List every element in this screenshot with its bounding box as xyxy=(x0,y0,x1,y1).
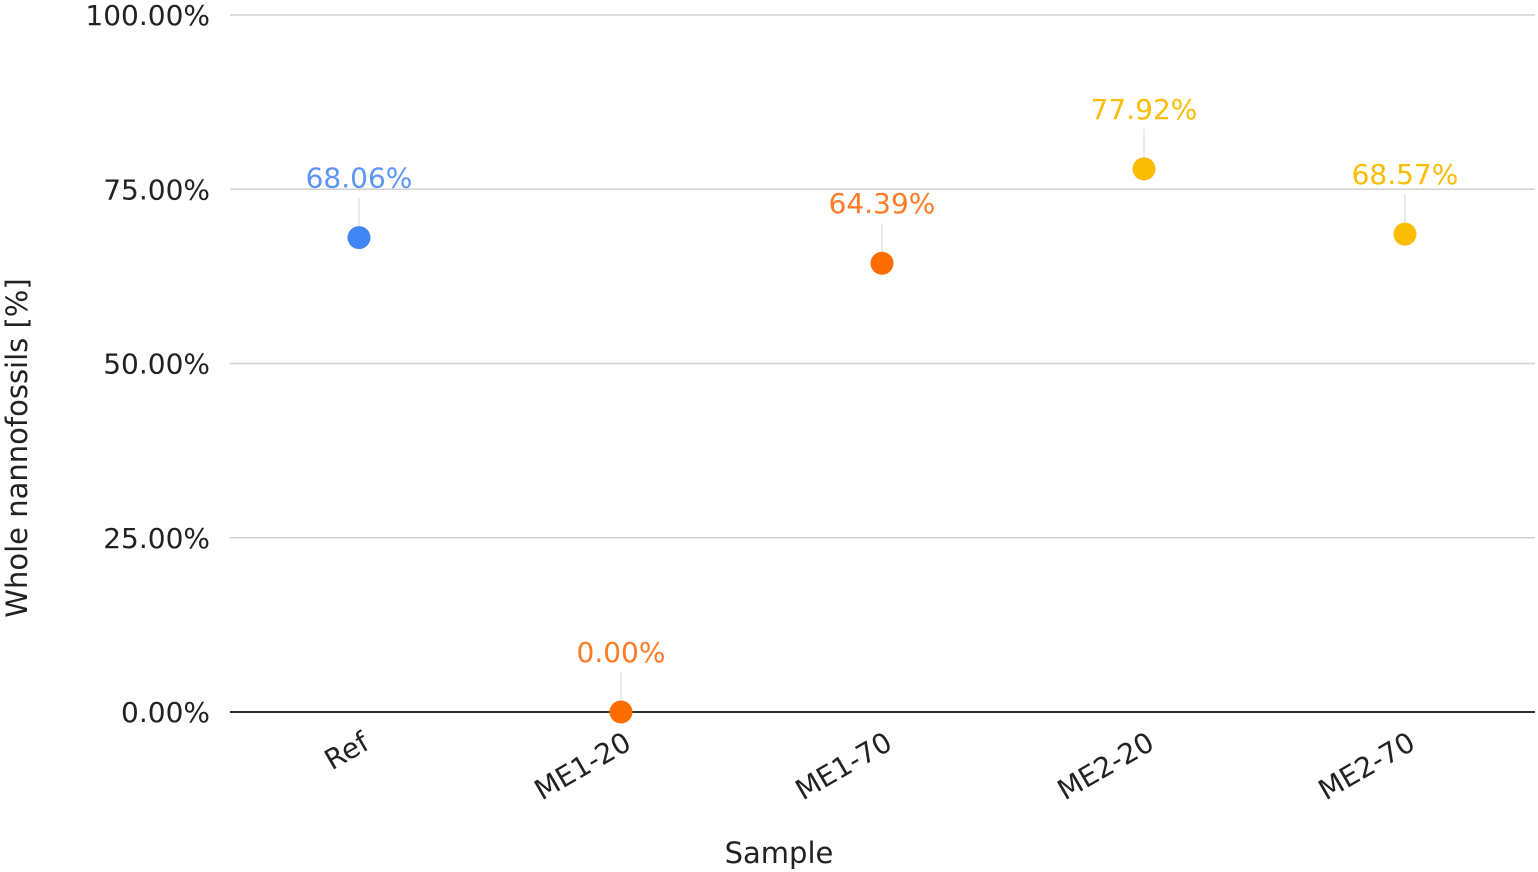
y-tick-label: 100.00% xyxy=(85,0,210,32)
x-axis-title: Sample xyxy=(725,836,834,870)
x-tick-label: ME1-70 xyxy=(790,725,898,806)
data-label: 77.92% xyxy=(1091,93,1198,126)
data-label: 64.39% xyxy=(829,187,936,220)
data-label: 68.06% xyxy=(306,162,413,195)
x-tick-labels: Ref ME1-20 ME1-70 ME2-20 ME2-70 xyxy=(319,725,1421,807)
data-labels: 68.06% 0.00% 64.39% 77.92% 68.57% xyxy=(306,93,1459,669)
y-tick-label: 25.00% xyxy=(103,522,210,555)
data-point xyxy=(347,226,371,250)
data-point xyxy=(1393,222,1417,246)
y-tick-labels: 0.00% 25.00% 50.00% 75.00% 100.00% xyxy=(85,0,210,729)
x-tick-label: ME1-20 xyxy=(529,725,637,806)
data-point xyxy=(870,251,894,275)
x-tick-label: Ref xyxy=(319,725,376,777)
data-point xyxy=(1132,157,1156,181)
y-tick-label: 50.00% xyxy=(103,348,210,381)
y-tick-label: 75.00% xyxy=(103,173,210,206)
gridlines xyxy=(230,14,1535,713)
data-points xyxy=(347,157,1417,724)
x-tick-label: ME2-20 xyxy=(1052,725,1160,806)
x-tick-label: ME2-70 xyxy=(1313,725,1421,806)
y-axis-title: Whole nannofossils [%] xyxy=(0,278,34,617)
data-point xyxy=(609,700,633,724)
y-tick-label: 0.00% xyxy=(121,696,210,729)
data-label: 68.57% xyxy=(1352,158,1459,191)
data-label: 0.00% xyxy=(577,636,666,669)
